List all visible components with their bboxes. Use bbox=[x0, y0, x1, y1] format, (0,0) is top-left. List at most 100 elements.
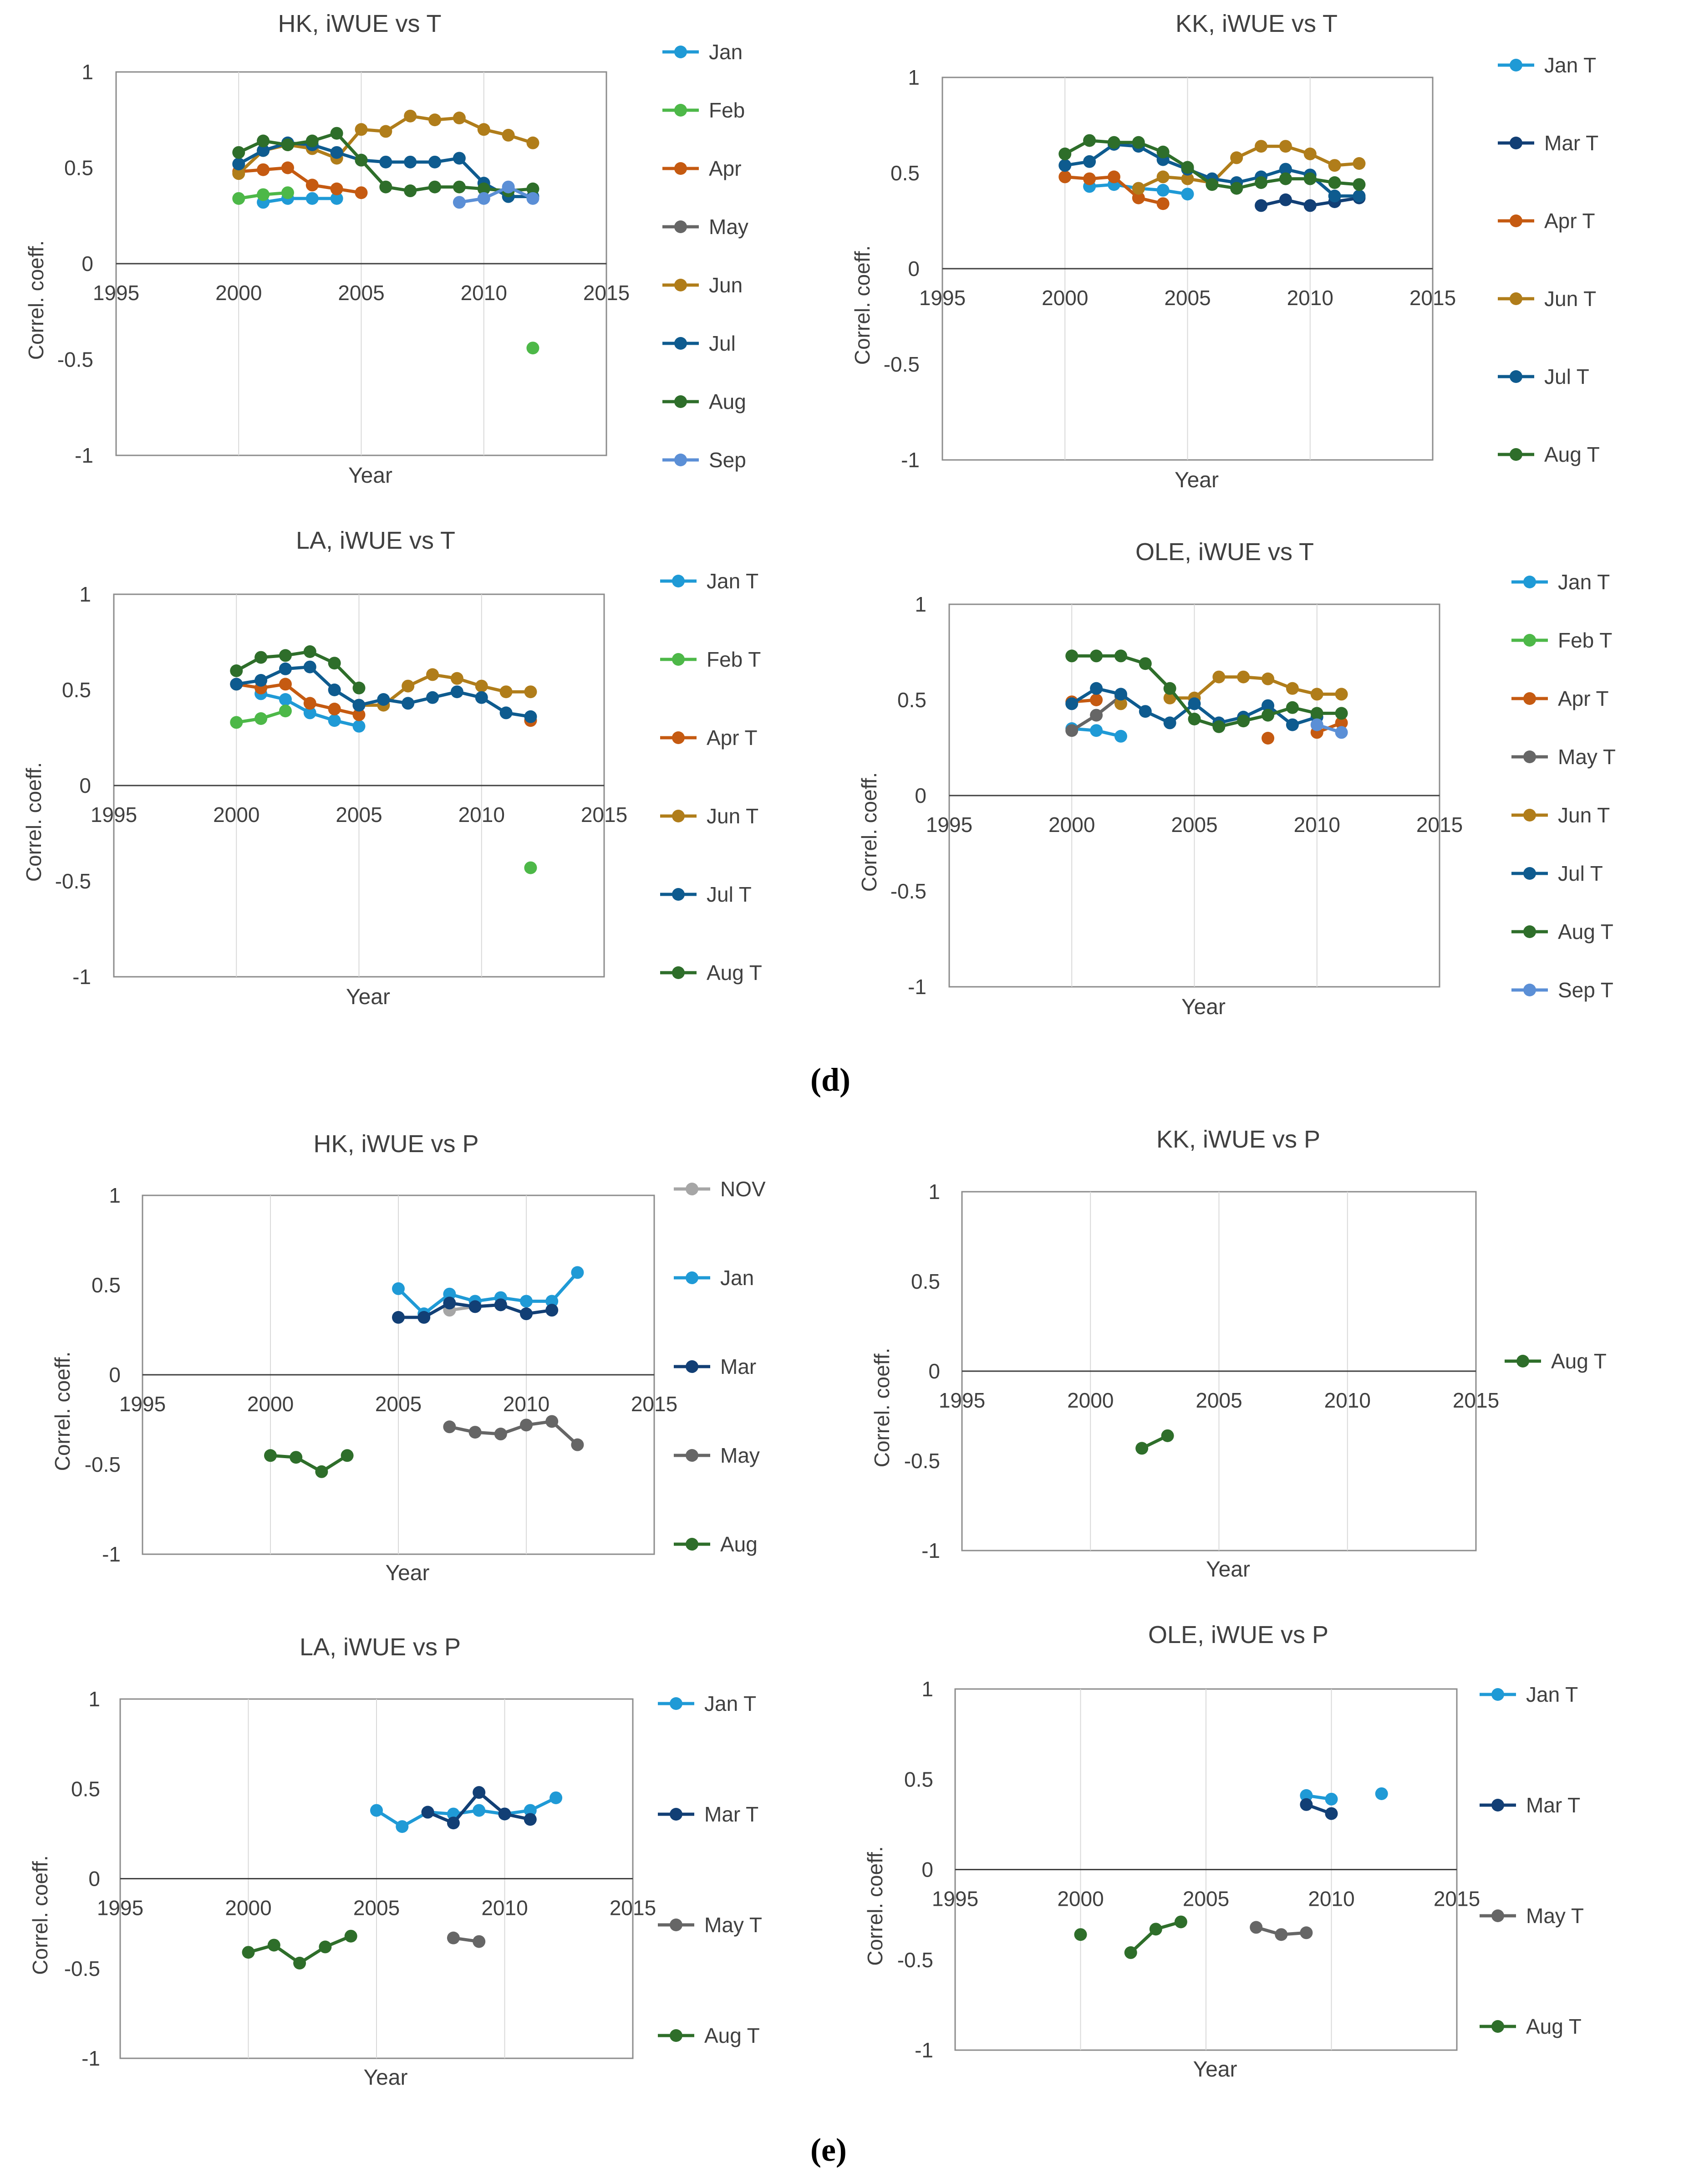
ole-t-series-may-t-point bbox=[1090, 709, 1103, 722]
hk-t-series-aug-point bbox=[477, 182, 490, 195]
ole-t-series-apr-t-legend-label: Apr T bbox=[1558, 687, 1609, 710]
ole-t-series-aug-t-point bbox=[1212, 720, 1226, 733]
hk-t-y-axis-label: Correl. coeff. bbox=[24, 240, 48, 360]
hk-p-series-may-point bbox=[571, 1438, 584, 1451]
hk-t-series-jul-point bbox=[257, 144, 270, 157]
la-p-series-jan-t-point bbox=[396, 1820, 409, 1833]
kk-t-series-jun-t-legend-label: Jun T bbox=[1544, 287, 1596, 311]
ole-t-series-aug-t-point bbox=[1188, 713, 1201, 725]
ole-t-series-jun-t-point bbox=[1335, 688, 1348, 701]
kk-t-series-aug-t-point bbox=[1328, 176, 1341, 189]
la-p-series-mar-t-legend-label: Mar T bbox=[704, 1802, 758, 1826]
la-p-ytick-label: 1 bbox=[88, 1687, 100, 1711]
hk-p-series-jan-point bbox=[392, 1282, 405, 1295]
hk-t-series-jun-point bbox=[355, 123, 368, 136]
ole-p-xtick-label: 2010 bbox=[1308, 1887, 1354, 1911]
kk-t-series-jul-t-point bbox=[1328, 189, 1341, 203]
la-t-series-jul-t-point bbox=[475, 691, 488, 704]
hk-t-series-may-legend-label: May bbox=[709, 215, 748, 239]
ole-p-series-jan-t-legend-label: Jan T bbox=[1526, 1683, 1578, 1706]
hk-t-series-apr-legend-label: Apr bbox=[709, 157, 742, 180]
hk-t-x-axis-label: Year bbox=[348, 464, 392, 488]
hk-t-series-jun-point bbox=[404, 109, 417, 122]
ole-p-series-mar-t-point bbox=[1325, 1807, 1338, 1820]
hk-t-series-jun-point bbox=[477, 123, 490, 136]
la-p-series-may-t-point bbox=[447, 1931, 460, 1944]
la-t-series-jun-t-legend-marker bbox=[672, 810, 685, 822]
ole-p-series-aug-t-legend-label: Aug T bbox=[1526, 2015, 1582, 2038]
ole-p-series-mar-t-point bbox=[1300, 1798, 1313, 1811]
kk-t-xtick-label: 1995 bbox=[919, 286, 966, 310]
ole-p-y-axis-label: Correl. coeff. bbox=[863, 1846, 887, 1965]
hk-t-series-jun-point bbox=[232, 167, 245, 180]
la-p-series-aug-t-legend-marker bbox=[670, 2029, 682, 2042]
hk-t-series-apr-point bbox=[355, 186, 368, 199]
ole-p-xtick-label: 1995 bbox=[932, 1887, 978, 1911]
hk-p-x-axis-label: Year bbox=[386, 1561, 430, 1585]
hk-t-series-apr-legend-marker bbox=[674, 162, 687, 175]
ole-t-series-apr-t-legend-marker bbox=[1523, 692, 1536, 705]
hk-p-series-aug-point bbox=[341, 1449, 354, 1462]
hk-p-xtick-label: 1995 bbox=[119, 1392, 166, 1416]
ole-t-xtick-label: 2010 bbox=[1294, 813, 1340, 837]
hk-p-ytick-label: 0 bbox=[109, 1363, 121, 1387]
ole-t-series-jul-t-point bbox=[1163, 716, 1176, 730]
la-t-series-jan-t-point bbox=[352, 719, 366, 733]
hk-p-series-jan-point bbox=[520, 1295, 533, 1308]
hk-t-series-jan-legend-label: Jan bbox=[709, 40, 743, 64]
hk-t-series-feb-legend-marker bbox=[674, 104, 687, 117]
ole-p-series-aug-t-point bbox=[1074, 1928, 1087, 1941]
kk-t-xtick-label: 2000 bbox=[1042, 286, 1088, 310]
la-t-series-aug-t-legend-marker bbox=[672, 966, 685, 979]
hk-t-series-sep-point bbox=[477, 192, 490, 205]
hk-p-series-aug-legend-marker bbox=[686, 1538, 698, 1551]
hk-p-series-jan-legend-marker bbox=[686, 1271, 698, 1284]
kk-t-ytick-label: -0.5 bbox=[884, 352, 920, 376]
la-t-xtick-label: 2010 bbox=[458, 803, 505, 827]
kk-t-series-jun-t-point bbox=[1156, 170, 1170, 184]
la-t-series-apr-t-point bbox=[303, 697, 316, 710]
la-p-ytick-label: -1 bbox=[81, 2046, 100, 2070]
hk-p-series-mar-point bbox=[417, 1311, 431, 1324]
hk-p-ytick-label: -1 bbox=[102, 1542, 121, 1566]
hk-t-series-aug-point bbox=[232, 146, 245, 159]
la-t-series-aug-t-point bbox=[303, 645, 316, 658]
la-p-series-jan-t-point bbox=[524, 1804, 537, 1817]
hk-t-series-sep-point bbox=[526, 192, 539, 205]
la-t-series-feb-t-legend-label: Feb T bbox=[707, 648, 761, 671]
kk-t-series-jan-t-point bbox=[1156, 184, 1170, 197]
hk-p-series-jan-legend-label: Jan bbox=[720, 1266, 754, 1290]
hk-t-series-feb-point bbox=[526, 342, 539, 355]
la-t-y-axis-label: Correl. coeff. bbox=[22, 762, 46, 882]
la-t-series-jun-t-point bbox=[524, 685, 537, 699]
hk-p-series-mar-point bbox=[545, 1304, 559, 1317]
ole-t-series-aug-t-point bbox=[1335, 707, 1348, 720]
ole-t-series-aug-t-point bbox=[1310, 707, 1323, 720]
la-p-xtick-label: 2000 bbox=[225, 1896, 271, 1920]
kk-t-series-apr-t-point bbox=[1107, 170, 1120, 184]
hk-t-series-feb-point bbox=[281, 186, 294, 199]
hk-p-y-axis-label: Correl. coeff. bbox=[51, 1352, 74, 1471]
kk-t-series-apr-t-point bbox=[1132, 191, 1145, 204]
la-t-series-jul-t-legend-label: Jul T bbox=[707, 883, 752, 906]
hk-p-series-may-point bbox=[494, 1428, 507, 1441]
ole-p-ytick-label: -0.5 bbox=[897, 1948, 933, 1972]
kk-t-series-jun-t-point bbox=[1279, 140, 1292, 153]
hk-p-series-may-point bbox=[443, 1420, 456, 1434]
kk-t-series-aug-t-point bbox=[1303, 172, 1317, 185]
ole-p-xtick-label: 2015 bbox=[1434, 1887, 1480, 1911]
kk-t-series-jun-t-point bbox=[1181, 172, 1194, 185]
la-p-xtick-label: 1995 bbox=[97, 1896, 143, 1920]
hk-p-series-mar-legend-label: Mar bbox=[720, 1355, 756, 1378]
la-t-series-jun-t-point bbox=[499, 685, 513, 699]
ole-p-ytick-label: 0.5 bbox=[904, 1767, 933, 1791]
kk-t-series-jan-t-legend-label: Jan T bbox=[1544, 53, 1596, 77]
hk-t-xtick-label: 2005 bbox=[338, 281, 384, 305]
la-t-series-jul-t-point bbox=[524, 710, 537, 723]
ole-p-series-jan-t-legend-marker bbox=[1491, 1688, 1504, 1701]
kk-p-series-aug-t-legend-label: Aug T bbox=[1551, 1349, 1607, 1373]
la-t-series-jul-t-point bbox=[230, 678, 243, 691]
ole-p-ytick-label: 1 bbox=[921, 1677, 933, 1701]
ole-t-ytick-label: -1 bbox=[908, 975, 926, 999]
